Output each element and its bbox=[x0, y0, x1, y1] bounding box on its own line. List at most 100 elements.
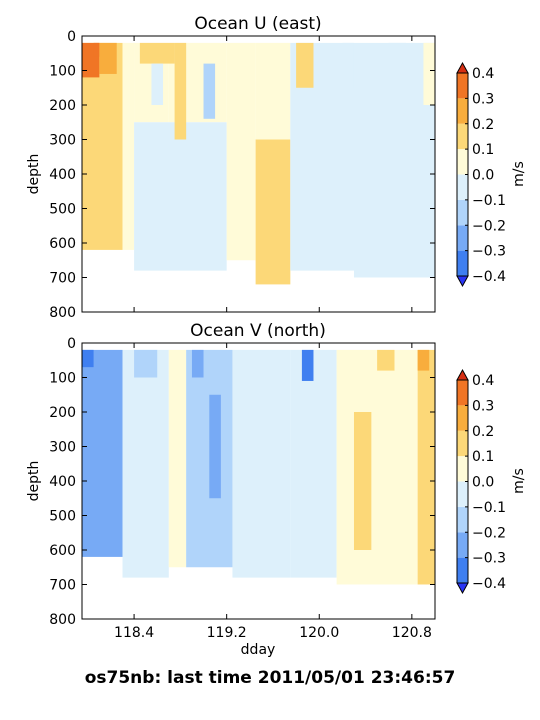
heatmap-cell bbox=[417, 349, 435, 585]
y-tick-label: 100 bbox=[49, 64, 76, 80]
ocean-v-title: Ocean V (north) bbox=[190, 321, 326, 341]
ocean-v-ylabel: depth bbox=[26, 461, 42, 502]
y-tick-label: 800 bbox=[49, 305, 76, 321]
colorbar-tick-label: 0.4 bbox=[472, 66, 494, 82]
colorbar-tick-label: 0.1 bbox=[472, 142, 494, 158]
colorbar-tick-label: −0.2 bbox=[472, 525, 506, 541]
colorbar-segment bbox=[457, 123, 468, 150]
y-tick-label: 0 bbox=[67, 29, 76, 45]
ocean-u-plot-area: 0 100 200 300 400 500 600 700 800 bbox=[49, 29, 436, 321]
y-tick-label: 0 bbox=[67, 336, 76, 352]
colorbar-segment bbox=[457, 250, 468, 276]
heatmap-cell bbox=[122, 349, 169, 578]
heatmap-cell bbox=[168, 349, 187, 568]
colorbar-tick-label: −0.3 bbox=[472, 244, 506, 260]
heatmap-cell bbox=[174, 42, 187, 140]
colorbar-extend-max bbox=[456, 61, 469, 74]
x-tick-label: 119.2 bbox=[207, 625, 247, 641]
colorbar-tick-label: −0.2 bbox=[472, 218, 506, 234]
colorbar-tick-label: 0.4 bbox=[472, 373, 494, 389]
colorbar-tick-label: −0.4 bbox=[472, 269, 506, 285]
y-tick-label: 500 bbox=[49, 509, 76, 525]
heatmap-cells bbox=[82, 349, 435, 585]
heatmap-cell bbox=[82, 349, 123, 557]
ocean-u-colorbar: 0.4 0.3 0.2 0.1 0.0 −0.1 −0.2 −0.3 −0.4 bbox=[456, 61, 506, 288]
ocean-u-ylabel: depth bbox=[26, 154, 42, 195]
heatmap-cell bbox=[377, 349, 395, 371]
ocean-v-plot-area: 0 100 200 300 400 500 600 700 800 118.4 119.2 120.0… bbox=[49, 336, 436, 641]
colorbar-segment bbox=[457, 557, 468, 583]
colorbar-segment bbox=[457, 98, 468, 124]
ocean-v-xlabel: dday bbox=[241, 642, 276, 658]
footer-timestamp: os75nb: last time 2011/05/01 23:46:57 bbox=[85, 668, 456, 688]
y-tick-label: 300 bbox=[49, 133, 76, 149]
colorbar-segment bbox=[457, 73, 468, 99]
y-tick-label: 500 bbox=[49, 202, 76, 218]
heatmap-cells bbox=[82, 42, 435, 285]
y-tick-label: 100 bbox=[49, 371, 76, 387]
heatmap-cell bbox=[191, 349, 204, 378]
colorbar-tick-label: 0.1 bbox=[472, 449, 494, 465]
colorbar-tick-label: −0.3 bbox=[472, 551, 506, 567]
heatmap-cell bbox=[209, 394, 221, 499]
colorbar-tick-label: 0.2 bbox=[472, 117, 494, 133]
heatmap-cell bbox=[203, 63, 216, 119]
colorbar-tick-label: −0.1 bbox=[472, 500, 506, 516]
colorbar-tick-label: 0.0 bbox=[472, 475, 494, 491]
colorbar-tick-label: 0.2 bbox=[472, 424, 494, 440]
colorbar-tick-label: −0.4 bbox=[472, 576, 506, 592]
ocean-v-colorbar-label: m/s bbox=[511, 468, 527, 494]
heatmap-cell bbox=[255, 42, 291, 140]
colorbar-extend-min bbox=[456, 275, 469, 288]
y-tick-label: 600 bbox=[49, 543, 76, 559]
heatmap-cell bbox=[134, 349, 158, 378]
y-tick-label: 700 bbox=[49, 271, 76, 287]
colorbar-segment bbox=[457, 405, 468, 431]
heatmap-cell bbox=[353, 42, 435, 278]
heatmap-cell bbox=[296, 42, 314, 88]
heatmap-cell bbox=[353, 412, 372, 550]
ocean-v-panel: Ocean V (north) 0 100 200 300 400 500 600 700 80… bbox=[26, 321, 527, 658]
heatmap-cell bbox=[255, 363, 273, 412]
colorbar-tick-label: 0.3 bbox=[472, 91, 494, 107]
heatmap-cell bbox=[82, 349, 94, 368]
y-tick-label: 800 bbox=[49, 612, 76, 628]
ocean-v-colorbar: 0.4 0.3 0.2 0.1 0.0 −0.1 −0.2 −0.3 −0.4 bbox=[456, 368, 506, 595]
y-tick-label: 300 bbox=[49, 440, 76, 456]
colorbar-segment bbox=[457, 481, 468, 507]
colorbar-segment bbox=[457, 225, 468, 251]
heatmap-cell bbox=[93, 42, 100, 57]
colorbar-segment bbox=[457, 149, 468, 175]
colorbar-segment bbox=[457, 430, 468, 457]
colorbar-tick-label: −0.1 bbox=[472, 193, 506, 209]
heatmap-cell bbox=[423, 42, 435, 105]
colorbar-tick-label: 0.0 bbox=[472, 168, 494, 184]
colorbar-segment bbox=[457, 506, 468, 533]
y-tick-label: 600 bbox=[49, 236, 76, 252]
heatmap-cell bbox=[336, 349, 418, 585]
colorbar-segment bbox=[457, 532, 468, 558]
heatmap-cell bbox=[151, 63, 164, 105]
colorbar-segment bbox=[457, 456, 468, 482]
heatmap-cell bbox=[301, 349, 314, 381]
colorbar-segment bbox=[457, 380, 468, 406]
colorbar-extend-min bbox=[456, 582, 469, 595]
ocean-u-title: Ocean U (east) bbox=[194, 14, 321, 34]
heatmap-cell bbox=[226, 42, 256, 261]
heatmap-cell bbox=[122, 42, 135, 250]
ocean-u-colorbar-label: m/s bbox=[511, 161, 527, 187]
x-tick-label: 120.0 bbox=[299, 625, 339, 641]
heatmap-cell bbox=[139, 42, 175, 64]
heatmap-cell bbox=[342, 42, 354, 88]
heatmap-cell bbox=[134, 122, 227, 271]
heatmap-cell bbox=[388, 42, 407, 78]
ocean-u-panel: Ocean U (east) 0 100 200 300 400 500 600 700 800… bbox=[26, 14, 527, 321]
heatmap-cell bbox=[417, 349, 430, 371]
colorbar-tick-label: 0.3 bbox=[472, 398, 494, 414]
heatmap-cell bbox=[290, 349, 337, 578]
y-tick-label: 200 bbox=[49, 405, 76, 421]
y-tick-label: 200 bbox=[49, 98, 76, 114]
x-tick-label: 120.8 bbox=[392, 625, 432, 641]
heatmap-cell bbox=[255, 139, 291, 285]
